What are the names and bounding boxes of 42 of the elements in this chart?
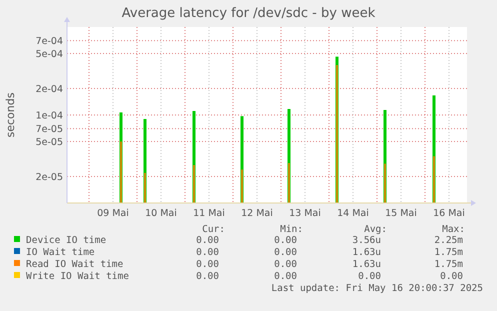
x-tick-label: 15 Mai bbox=[385, 208, 417, 219]
text: 0.00 bbox=[196, 271, 220, 282]
text: 0.00 bbox=[196, 235, 220, 246]
y-tick-label: 7e-04 bbox=[36, 36, 63, 47]
y-tick-label: 2e-05 bbox=[36, 172, 63, 183]
text: 1.63u bbox=[352, 247, 381, 258]
y-tick-label: 1e-04 bbox=[36, 110, 63, 122]
text: Max: bbox=[442, 224, 465, 235]
y-tick-label: 5e-04 bbox=[36, 48, 63, 60]
text: 0.00 bbox=[440, 271, 464, 282]
text: 1.63u bbox=[352, 259, 381, 270]
y-tick-label: 5e-05 bbox=[36, 136, 63, 148]
text: Cur: bbox=[202, 224, 225, 235]
text: 0.00 bbox=[358, 271, 382, 282]
x-tick-label: 14 Mai bbox=[337, 208, 369, 219]
text: 0.00 bbox=[274, 259, 298, 270]
x-tick-label: 13 Mai bbox=[289, 208, 321, 219]
x-tick-label: 11 Mai bbox=[193, 208, 225, 219]
text: 0.00 bbox=[196, 259, 220, 270]
y-tick-label: 2e-04 bbox=[36, 84, 63, 95]
x-tick-label: 12 Mai bbox=[241, 208, 273, 219]
text: Min: bbox=[280, 224, 303, 235]
text: 1.75m bbox=[434, 247, 464, 258]
y-axis-title: seconds bbox=[4, 92, 17, 138]
text: 0.00 bbox=[274, 247, 298, 258]
legend-label: IO Wait time bbox=[26, 247, 95, 258]
x-tick-label: 09 Mai bbox=[97, 208, 129, 219]
text: 2.25m bbox=[434, 235, 464, 246]
text: 1.75m bbox=[434, 259, 464, 270]
legend-label: Read IO Wait time bbox=[26, 259, 124, 270]
legend-label: Write IO Wait time bbox=[26, 271, 130, 282]
text: Avg: bbox=[364, 224, 387, 235]
y-tick-label: 7e-05 bbox=[36, 124, 63, 135]
legend-label: Device IO time bbox=[26, 235, 106, 246]
x-tick-label: 16 Mai bbox=[433, 208, 465, 219]
chart-title: Average latency for /dev/sdc - by week bbox=[122, 6, 376, 21]
text: 0.00 bbox=[196, 247, 220, 258]
text: Last update: Fri May 16 20:00:37 2025 bbox=[271, 283, 483, 294]
x-tick-label: 10 Mai bbox=[145, 208, 177, 219]
text: 0.00 bbox=[274, 271, 298, 282]
text: 3.56u bbox=[352, 235, 381, 246]
text: 0.00 bbox=[274, 235, 298, 246]
